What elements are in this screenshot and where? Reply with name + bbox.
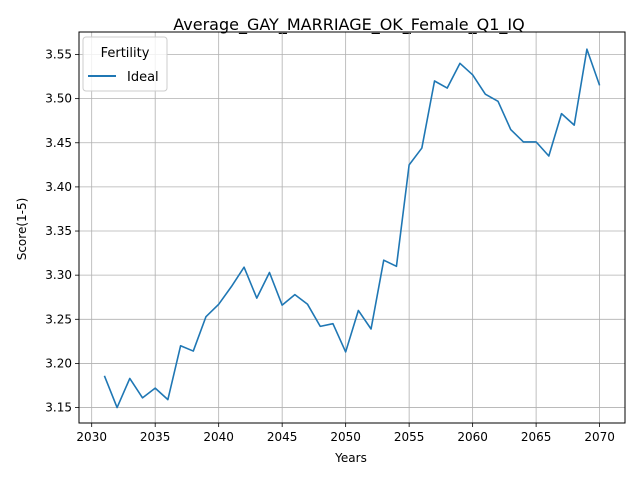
legend-label-ideal: Ideal [127, 70, 159, 85]
plot-frame [78, 31, 626, 424]
x-axis-label: Years [334, 451, 367, 465]
y-tick-label: 3.30 [45, 268, 72, 282]
x-tick-label: 2045 [267, 430, 298, 444]
legend-title: Fertility [101, 46, 150, 61]
y-tick-label: 3.25 [45, 312, 72, 326]
x-tick-label: 2060 [457, 430, 488, 444]
x-tick-label: 2030 [76, 430, 107, 444]
y-axis-ticks: 3.15 3.20 3.25 3.30 3.35 3.40 3.45 3.50 3.55 [45, 48, 79, 415]
x-axis-ticks: 2030 2035 2040 2045 2050 2055 2060 2065 2070 [76, 423, 615, 444]
x-tick-label: 2040 [203, 430, 234, 444]
y-tick-label: 3.35 [45, 224, 72, 238]
x-tick-label: 2070 [584, 430, 615, 444]
chart-title: Average_GAY_MARRIAGE_OK_Female_Q1_IQ [173, 15, 524, 35]
series-line-ideal [103, 48, 601, 409]
x-tick-label: 2055 [394, 430, 425, 444]
x-tick-label: 2065 [521, 430, 552, 444]
y-tick-label: 3.50 [45, 92, 72, 106]
legend-box [82, 36, 168, 92]
legend: Fertility Ideal [82, 36, 168, 92]
y-tick-label: 3.40 [45, 180, 72, 194]
y-tick-label: 3.45 [45, 136, 72, 150]
series-lines [103, 48, 601, 409]
x-tick-label: 2035 [140, 430, 171, 444]
grid [79, 32, 625, 423]
y-tick-label: 3.20 [45, 356, 72, 370]
y-tick-label: 3.55 [45, 48, 72, 62]
y-axis-label: Score(1-5) [15, 198, 29, 261]
x-tick-label: 2050 [330, 430, 361, 444]
y-tick-label: 3.15 [45, 401, 72, 415]
